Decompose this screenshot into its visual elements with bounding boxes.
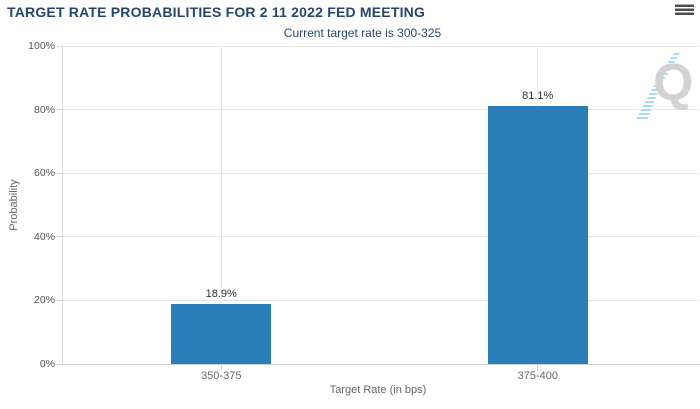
y-tick-label: 0% xyxy=(39,358,55,370)
x-tick-label: 350-375 xyxy=(201,370,242,382)
x-axis-tick xyxy=(220,365,222,371)
watermark-q-logo: Q xyxy=(653,54,694,112)
hamburger-menu-icon[interactable] xyxy=(675,4,694,16)
y-axis-tick xyxy=(57,236,62,238)
gridline-horizontal xyxy=(63,172,699,174)
y-axis-tick xyxy=(57,299,62,301)
y-axis-tick xyxy=(57,45,62,47)
y-tick-label: 80% xyxy=(33,103,55,116)
x-tick-label: 375-400 xyxy=(517,370,558,382)
chart-subtitle: Current target rate is 300-325 xyxy=(283,26,442,40)
y-axis-tick xyxy=(57,172,62,174)
gridline-horizontal xyxy=(63,236,699,238)
plot-area: 18.9% 81.1% xyxy=(63,45,699,364)
gridline-vertical xyxy=(220,46,222,364)
x-axis-tick xyxy=(537,365,539,371)
y-tick-label: 100% xyxy=(28,40,55,52)
y-tick-label: 20% xyxy=(33,294,55,307)
hamburger-bar xyxy=(675,12,694,15)
x-axis-title: Target Rate (in bps) xyxy=(329,384,427,396)
y-axis-tick xyxy=(57,363,62,365)
y-axis-line xyxy=(62,46,63,365)
y-axis-tick xyxy=(57,109,62,111)
watermark-swoosh-icon xyxy=(635,51,681,121)
probability-bar-350-375[interactable] xyxy=(171,303,272,364)
y-tick-label: 60% xyxy=(33,167,55,180)
y-tick-label: 40% xyxy=(33,230,55,243)
probability-bar-375-400[interactable] xyxy=(487,106,588,364)
hamburger-bar xyxy=(675,4,694,7)
gridline-horizontal xyxy=(63,45,699,47)
gridline-horizontal xyxy=(63,299,699,301)
chart-title: TARGET RATE PROBABILITIES FOR 2 11 2022 … xyxy=(7,4,426,20)
gridline-horizontal xyxy=(63,109,699,111)
x-axis-line xyxy=(62,364,700,365)
bar-value-label: 18.9% xyxy=(205,287,237,300)
hamburger-bar xyxy=(675,8,694,11)
bar-value-label: 81.1% xyxy=(522,90,554,103)
